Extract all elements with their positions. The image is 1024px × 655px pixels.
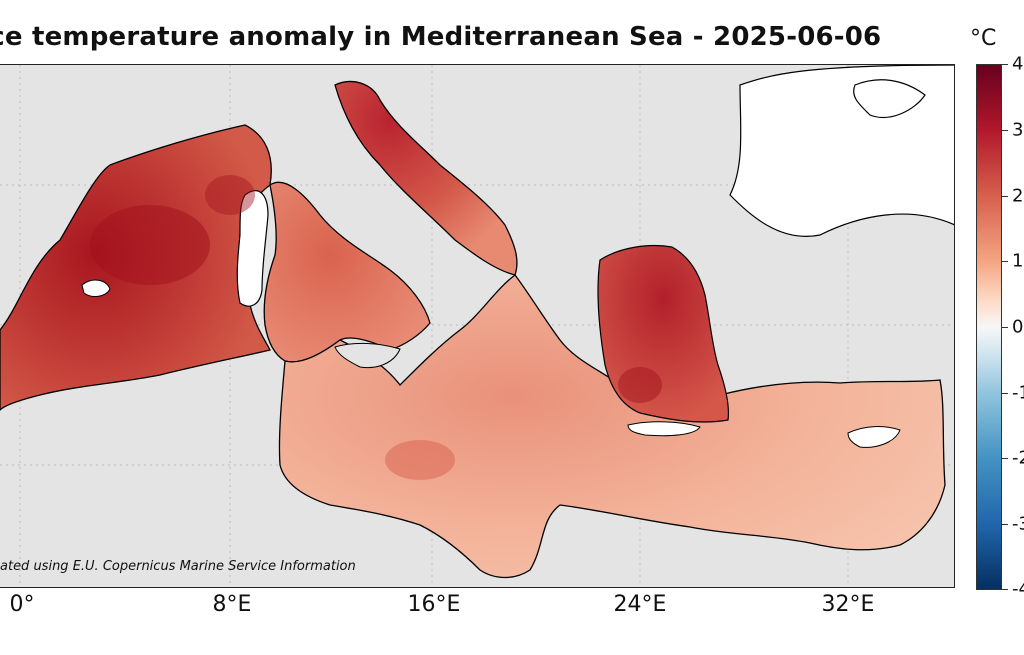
colorbar-tick bbox=[1002, 589, 1008, 590]
sea-tyrrhenian bbox=[263, 181, 431, 363]
colorbar-unit: °C bbox=[970, 26, 997, 51]
colorbar-tick bbox=[1002, 393, 1008, 394]
colorbar-label-neg4: -4 bbox=[1012, 578, 1024, 600]
anomaly-map: ated using E.U. Copernicus Marine Servic… bbox=[0, 65, 954, 587]
sea-aegean bbox=[597, 244, 730, 423]
cyprus-island bbox=[847, 426, 901, 448]
lon-label-0: 0° bbox=[9, 592, 35, 617]
colorbar-label-2: 2 bbox=[1012, 185, 1024, 207]
colorbar-tick bbox=[1002, 64, 1008, 65]
lon-label-32e: 32°E bbox=[821, 592, 875, 617]
land-region bbox=[729, 65, 954, 237]
colorbar-label-neg3: -3 bbox=[1012, 513, 1024, 535]
colorbar-tick bbox=[1002, 327, 1008, 328]
colorbar-label-1: 1 bbox=[1012, 250, 1024, 272]
colorbar bbox=[976, 64, 1002, 590]
lon-label-16e: 16°E bbox=[407, 592, 461, 617]
sea-central-eastern-med bbox=[278, 274, 946, 579]
map-panel: ated using E.U. Copernicus Marine Servic… bbox=[0, 64, 955, 588]
colorbar-label-neg2: -2 bbox=[1012, 447, 1024, 469]
corsica-sardinia bbox=[236, 190, 269, 307]
attribution-text: ated using E.U. Copernicus Marine Servic… bbox=[0, 559, 356, 574]
colorbar-label-neg1: -1 bbox=[1012, 382, 1024, 404]
colorbar-tick bbox=[1002, 458, 1008, 459]
colorbar-tick bbox=[1002, 261, 1008, 262]
map-title-text: face temperature anomaly in Mediterranea… bbox=[0, 22, 882, 52]
colorbar-label-4: 4 bbox=[1012, 53, 1024, 75]
sea-adriatic bbox=[334, 80, 518, 276]
lon-label-24e: 24°E bbox=[613, 592, 667, 617]
colorbar-tick bbox=[1002, 196, 1008, 197]
colorbar-label-3: 3 bbox=[1012, 119, 1024, 141]
colorbar-tick bbox=[1002, 524, 1008, 525]
balearic-island bbox=[81, 279, 111, 297]
colorbar-label-0: 0 bbox=[1012, 316, 1024, 338]
lon-label-8e: 8°E bbox=[212, 592, 252, 617]
crete-island bbox=[627, 421, 701, 437]
sicily-island bbox=[334, 342, 401, 369]
land-crimea bbox=[853, 79, 926, 119]
colorbar-tick bbox=[1002, 130, 1008, 131]
